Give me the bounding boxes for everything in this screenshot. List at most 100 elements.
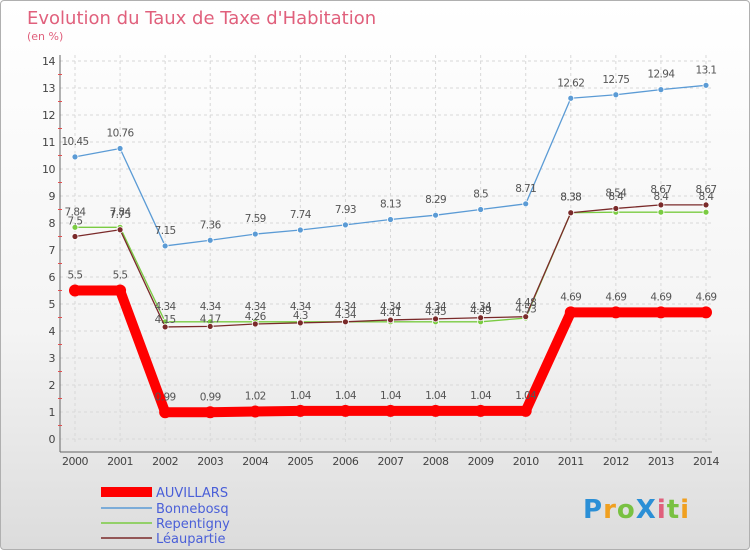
data-label: 4.34 — [335, 309, 357, 321]
y-tick-label: 10 — [42, 163, 55, 176]
data-label: 8.38 — [560, 192, 581, 204]
y-tick-label: 4 — [49, 325, 56, 338]
data-label: 4.69 — [605, 291, 626, 303]
data-label: 4.69 — [696, 291, 717, 303]
y-tick-label: 5 — [49, 298, 56, 311]
data-label: 8.4 — [608, 191, 624, 203]
data-label: 8.67 — [650, 184, 671, 196]
data-point — [612, 91, 620, 99]
data-point — [522, 200, 530, 208]
y-tick-label: 13 — [42, 82, 55, 95]
data-label: 1.04 — [425, 390, 447, 402]
data-point — [294, 404, 307, 417]
data-label: 1.02 — [245, 390, 266, 402]
data-point — [71, 153, 79, 161]
data-point — [159, 406, 172, 419]
data-label: 4.34 — [380, 301, 402, 313]
data-point — [612, 205, 620, 212]
data-label: 4.34 — [470, 301, 492, 313]
x-tick-label: 2009 — [468, 455, 494, 468]
data-point — [384, 404, 397, 417]
data-point — [296, 226, 304, 234]
data-point — [522, 313, 530, 321]
data-point — [702, 208, 710, 216]
data-point — [71, 223, 79, 231]
data-label: 4.34 — [200, 301, 222, 313]
data-label: 8.4 — [699, 191, 715, 203]
data-label: 8.67 — [696, 184, 717, 196]
x-tick-label: 2006 — [332, 455, 358, 468]
x-tick-label: 2007 — [378, 455, 404, 468]
data-label: 4.34 — [245, 301, 267, 313]
data-point — [567, 209, 575, 217]
data-label: 7.5 — [68, 216, 83, 228]
data-point — [339, 404, 352, 417]
data-label: 7.59 — [245, 213, 266, 225]
data-label: 12.75 — [602, 74, 629, 86]
proxiti-logo: ProXiti — [583, 495, 690, 525]
data-point — [657, 201, 665, 209]
data-point — [71, 233, 79, 240]
series-lines — [69, 81, 712, 419]
data-point — [519, 404, 532, 417]
data-label: 8.13 — [380, 198, 401, 210]
data-label: 1.04 — [470, 390, 492, 402]
data-label: 10.76 — [107, 127, 135, 139]
data-point — [206, 236, 214, 244]
legend-label-auvillars: AUVILLARS — [156, 486, 228, 501]
data-label: 7.84 — [65, 206, 87, 218]
data-label: 4.49 — [470, 305, 491, 317]
data-label: 1.04 — [335, 390, 357, 402]
y-tick-label: 1 — [49, 406, 56, 419]
data-point — [702, 81, 710, 89]
data-point — [116, 226, 124, 234]
data-point — [432, 211, 439, 219]
data-point — [474, 404, 487, 417]
data-point — [702, 201, 710, 209]
data-label: 5.5 — [113, 270, 128, 282]
data-label: 4.26 — [245, 311, 267, 323]
data-point — [477, 314, 485, 322]
y-tick-label: 12 — [42, 109, 55, 122]
data-point — [387, 216, 394, 223]
data-label: 8.38 — [560, 192, 581, 204]
data-label: 0.99 — [200, 391, 221, 403]
data-point — [161, 323, 169, 331]
data-point — [477, 206, 485, 213]
data-point — [654, 306, 667, 319]
data-label: 4.15 — [155, 314, 176, 326]
data-label: 7.36 — [200, 219, 222, 231]
x-tick-label: 2005 — [287, 455, 313, 468]
x-tick-label: 2003 — [197, 455, 223, 468]
svg-text:ProXiti: ProXiti — [583, 495, 690, 525]
y-tick-label: 11 — [42, 136, 55, 149]
legend: AUVILLARS Bonnebosq Repentigny Léauparti… — [101, 486, 230, 547]
data-point — [114, 284, 127, 297]
data-point — [657, 208, 665, 216]
data-label: 7.74 — [290, 209, 312, 221]
data-label: 12.94 — [647, 69, 675, 81]
data-label: 5.5 — [68, 270, 83, 282]
data-label: 4.34 — [155, 301, 177, 313]
x-tick-label: 2008 — [423, 455, 449, 468]
data-point — [296, 319, 304, 327]
data-label: 7.75 — [110, 209, 131, 221]
data-label: 7.84 — [110, 206, 132, 218]
data-point — [251, 320, 259, 328]
data-label: 4.41 — [380, 307, 401, 319]
x-tick-label: 2012 — [603, 455, 629, 468]
data-label: 12.62 — [557, 77, 584, 89]
y-tick-label: 7 — [49, 244, 56, 257]
data-label: 13.1 — [696, 64, 717, 76]
data-point — [387, 316, 394, 324]
y-tick-label: 3 — [49, 352, 56, 365]
x-tick-label: 2013 — [648, 455, 674, 468]
data-label: 7.93 — [335, 204, 356, 216]
data-label: 10.45 — [61, 136, 88, 148]
data-label: 8.29 — [425, 194, 446, 206]
x-tick-label: 2014 — [693, 455, 719, 468]
legend-label-leaupartie: Léaupartie — [156, 532, 226, 547]
